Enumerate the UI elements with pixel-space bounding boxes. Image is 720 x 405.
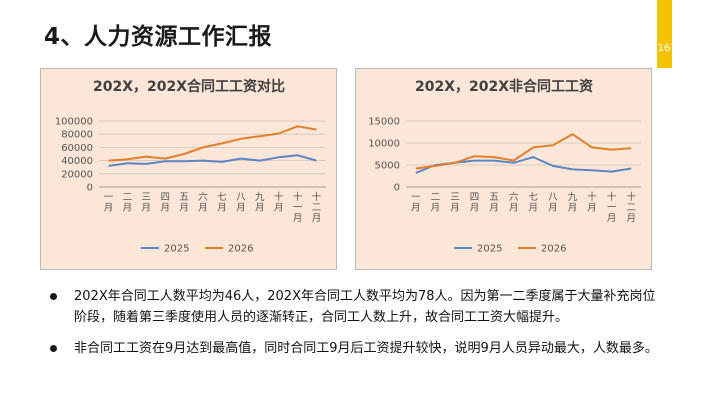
x-tick-label: 十一月 <box>293 191 303 224</box>
x-tick-label: 一月 <box>104 192 114 214</box>
chart-contract-wages: 202X，202X合同工工资对比 0 20000 40000 60000 80000 100… <box>55 78 326 255</box>
accent-bar <box>657 0 672 68</box>
x-tick-label: 五月 <box>179 192 189 214</box>
legend-label-2025: 2025 <box>164 244 189 255</box>
y-tick-label: 80000 <box>61 130 93 141</box>
y-tick-label: 5000 <box>375 161 400 172</box>
chart-title: 202X，202X合同工工资对比 <box>93 78 285 95</box>
page-number: 16 <box>657 43 671 54</box>
series-line-2025 <box>108 154 317 167</box>
x-tick-label: 十一月 <box>607 191 617 224</box>
x-tick-label: 一月 <box>411 192 421 214</box>
legend-label-2026: 2026 <box>228 244 253 255</box>
y-tick-label: 0 <box>87 183 93 194</box>
chart-panel-contract-wages: 202X，202X合同工工资对比 0 20000 40000 60000 80000 100… <box>40 68 337 270</box>
x-tick-label: 八月 <box>548 192 558 214</box>
x-tick-label: 十月 <box>274 191 284 214</box>
series-line-2026 <box>415 133 632 170</box>
y-tick-label: 15000 <box>368 117 400 128</box>
y-tick-label: 100000 <box>55 117 93 128</box>
bullet-dot-icon <box>50 293 57 300</box>
y-tick-label: 10000 <box>368 139 400 150</box>
x-tick-label: 六月 <box>509 191 519 214</box>
x-tick-label: 六月 <box>198 191 208 214</box>
x-tick-label: 四月 <box>160 192 170 214</box>
x-tick-label: 七月 <box>217 192 227 214</box>
bullet-dot-icon <box>50 345 57 352</box>
legend-label-2025: 2025 <box>477 244 502 255</box>
y-tick-label: 0 <box>394 183 400 194</box>
x-tick-label: 九月 <box>568 191 578 214</box>
bullet-text: 非合同工工资在9月达到最高值，同时合同工9月后工资提升较快，说明9月人员异动最大… <box>74 341 658 356</box>
x-tick-label: 二月 <box>431 192 441 214</box>
x-tick-label: 七月 <box>529 192 539 214</box>
x-tick-label: 十二月 <box>312 191 322 224</box>
bullet-list: 202X年合同工人数平均为46人，202X年合同工人数平均为78人。因为第一二季… <box>48 286 668 369</box>
y-tick-label: 60000 <box>61 143 93 154</box>
x-tick-label: 五月 <box>489 192 499 214</box>
x-tick-label: 十二月 <box>626 191 636 224</box>
x-tick-label: 三月 <box>142 192 152 214</box>
legend-label-2026: 2026 <box>541 244 566 255</box>
x-tick-label: 三月 <box>450 192 460 214</box>
bullet-item: 非合同工工资在9月达到最高值，同时合同工9月后工资提升较快，说明9月人员异动最大… <box>48 338 668 359</box>
x-tick-label: 九月 <box>255 191 265 214</box>
y-tick-label: 20000 <box>61 169 93 180</box>
bullet-item: 202X年合同工人数平均为46人，202X年合同工人数平均为78人。因为第一二季… <box>48 286 668 328</box>
series-line-2026 <box>108 125 317 162</box>
x-tick-label: 四月 <box>470 192 480 214</box>
chart-noncontract-wages: 202X，202X非合同工工资 0 5000 10000 15000 一月二月三月四月五月… <box>368 78 641 255</box>
x-tick-label: 十月 <box>587 191 597 214</box>
bullet-text: 202X年合同工人数平均为46人，202X年合同工人数平均为78人。因为第一二季… <box>74 289 656 325</box>
x-tick-label: 二月 <box>123 192 133 214</box>
chart-panel-noncontract-wages: 202X，202X非合同工工资 0 5000 10000 15000 一月 二月 三月 四月 五月… <box>355 68 652 270</box>
page-title: 4、人力资源工作汇报 <box>44 24 273 50</box>
x-tick-label: 八月 <box>236 192 246 214</box>
chart-title: 202X，202X非合同工工资 <box>415 78 593 95</box>
y-tick-label: 40000 <box>61 156 93 167</box>
